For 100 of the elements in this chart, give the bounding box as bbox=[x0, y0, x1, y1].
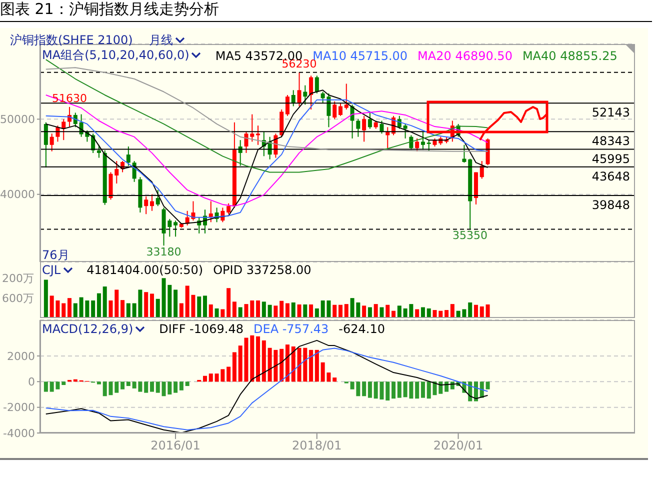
candlestick bbox=[44, 122, 48, 168]
bar bbox=[368, 307, 372, 318]
legend-title: CJL bbox=[42, 263, 62, 277]
bar bbox=[262, 340, 266, 382]
text: MA20 46890.50 bbox=[418, 48, 512, 62]
candlestick bbox=[280, 108, 284, 138]
bar bbox=[420, 382, 425, 398]
ref-line-label: 52143 bbox=[592, 106, 630, 120]
bar bbox=[226, 288, 231, 318]
candlestick bbox=[386, 126, 390, 149]
bar bbox=[362, 306, 366, 318]
y-tick-label: -4000 bbox=[3, 426, 35, 440]
candlestick bbox=[403, 123, 408, 139]
bar bbox=[368, 382, 372, 398]
x-tick-label: 2018/01 bbox=[292, 438, 342, 453]
bar bbox=[120, 300, 125, 318]
bar bbox=[303, 304, 308, 318]
bar bbox=[486, 304, 490, 318]
bar bbox=[150, 294, 154, 318]
bar bbox=[208, 304, 213, 318]
bar bbox=[250, 300, 254, 318]
candlestick bbox=[174, 220, 178, 238]
bar bbox=[208, 374, 213, 382]
bar bbox=[220, 309, 225, 318]
bar bbox=[392, 382, 396, 399]
bar bbox=[114, 382, 119, 393]
bar bbox=[174, 290, 178, 318]
candlestick bbox=[356, 118, 360, 138]
bar bbox=[179, 303, 184, 318]
text: 200万 bbox=[2, 271, 34, 286]
bar bbox=[420, 307, 425, 318]
y-tick-label: 50000 bbox=[0, 113, 35, 126]
bar bbox=[274, 306, 278, 318]
bar bbox=[96, 382, 101, 384]
candlestick bbox=[62, 118, 66, 141]
candlestick bbox=[50, 133, 54, 152]
ref-line-label: 43648 bbox=[592, 169, 630, 184]
candlestick bbox=[297, 72, 302, 107]
bar bbox=[68, 298, 72, 318]
y-tick-label: 0 bbox=[28, 376, 35, 389]
bar bbox=[332, 378, 337, 382]
candlestick bbox=[344, 83, 348, 110]
bar bbox=[73, 303, 78, 318]
bar bbox=[174, 382, 178, 393]
line-series bbox=[45, 67, 488, 152]
annotation: 76月 bbox=[42, 247, 70, 264]
legend-title: MACD(12,26,9) bbox=[42, 322, 134, 336]
bar bbox=[297, 304, 302, 318]
bar bbox=[156, 382, 160, 393]
legend-title: MA组合(5,10,20,40,60,0) bbox=[42, 47, 190, 64]
candlestick bbox=[250, 114, 254, 142]
candlestick bbox=[244, 132, 248, 154]
text: DIFF -1069.48 bbox=[159, 322, 244, 336]
bar bbox=[150, 382, 154, 392]
bar bbox=[114, 290, 119, 318]
bar bbox=[96, 293, 101, 318]
bar bbox=[156, 298, 160, 318]
bar bbox=[91, 300, 96, 318]
ref-line-label: 45995 bbox=[592, 152, 630, 166]
text: OPID 337258.00 bbox=[213, 263, 312, 277]
bar bbox=[232, 302, 236, 318]
bar bbox=[362, 382, 366, 396]
candlestick bbox=[332, 100, 337, 120]
annotation: -624.10 bbox=[338, 322, 385, 336]
text: MA40 48855.25 bbox=[522, 48, 618, 62]
bar bbox=[285, 344, 290, 382]
candlestick bbox=[96, 144, 101, 158]
bar bbox=[386, 304, 390, 318]
bar bbox=[280, 300, 284, 318]
candlestick bbox=[226, 202, 231, 215]
candlestick bbox=[144, 196, 148, 215]
bar bbox=[480, 306, 484, 318]
bar bbox=[386, 382, 390, 401]
candlestick bbox=[126, 146, 130, 166]
bar bbox=[62, 303, 66, 318]
bar bbox=[314, 350, 319, 382]
candlestick bbox=[362, 115, 366, 142]
bar bbox=[309, 304, 314, 318]
ref-line-label: 48343 bbox=[592, 134, 630, 148]
text: 600万 bbox=[2, 291, 34, 306]
bar bbox=[380, 307, 384, 318]
bar bbox=[450, 304, 454, 318]
bar bbox=[309, 350, 314, 382]
bar bbox=[415, 309, 420, 318]
bar bbox=[144, 382, 148, 393]
bar bbox=[102, 286, 107, 318]
bar bbox=[244, 304, 248, 318]
annotation: 35350 bbox=[452, 229, 488, 242]
candlestick bbox=[338, 102, 342, 116]
bar bbox=[332, 304, 337, 318]
bar bbox=[486, 382, 490, 390]
bar bbox=[62, 382, 66, 385]
bar bbox=[250, 335, 254, 382]
bar bbox=[474, 304, 478, 318]
series-label: DEA -757.43 bbox=[254, 322, 329, 336]
candlestick bbox=[156, 189, 160, 207]
x-tick-label: 2016/01 bbox=[150, 438, 200, 453]
bar bbox=[468, 302, 472, 318]
bar bbox=[291, 302, 296, 318]
bar bbox=[232, 352, 236, 382]
